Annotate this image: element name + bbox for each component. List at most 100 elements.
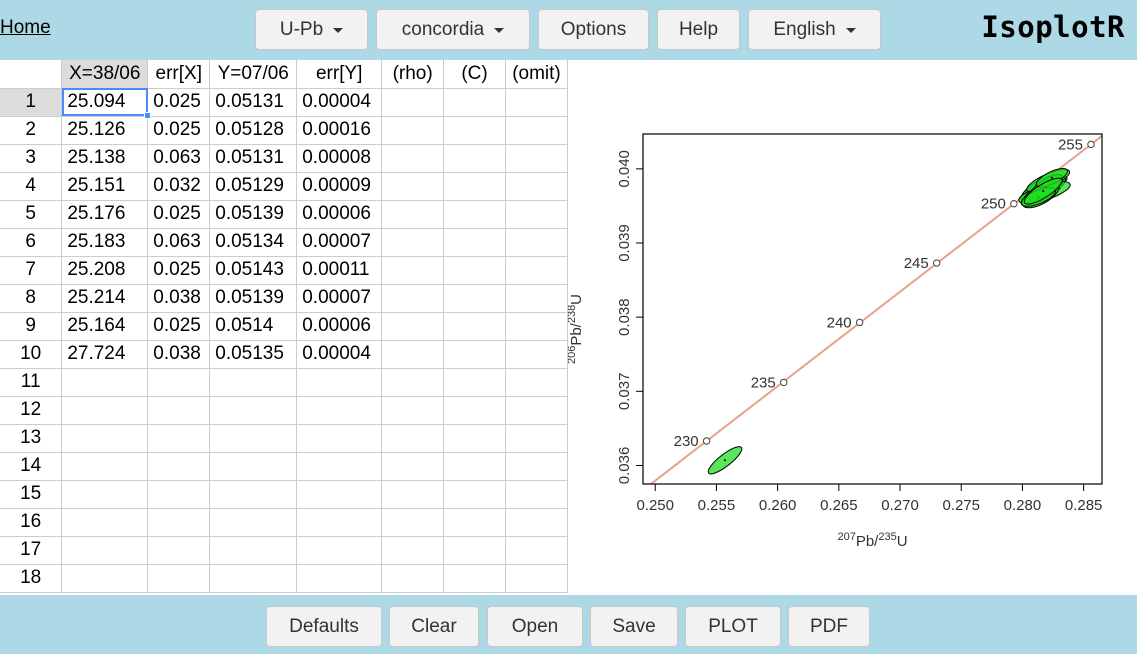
table-cell[interactable] xyxy=(505,368,568,397)
pdf-button[interactable]: PDF xyxy=(788,606,870,647)
table-cell[interactable]: 0.025 xyxy=(147,200,211,229)
table-cell[interactable] xyxy=(443,424,506,453)
table-cell[interactable] xyxy=(443,116,506,145)
row-header[interactable]: 17 xyxy=(0,536,63,565)
column-header[interactable]: err[Y] xyxy=(296,60,383,89)
row-header[interactable]: 10 xyxy=(0,340,63,369)
table-cell[interactable]: 27.724 xyxy=(61,340,149,369)
table-cell[interactable] xyxy=(443,480,506,509)
row-header[interactable]: 1 xyxy=(0,88,63,117)
table-cell[interactable]: 0.00011 xyxy=(296,256,383,285)
table-cell[interactable] xyxy=(296,508,383,537)
table-cell[interactable] xyxy=(381,256,445,285)
table-cell[interactable] xyxy=(147,396,211,425)
table-cell[interactable] xyxy=(505,144,568,173)
table-cell[interactable] xyxy=(381,200,445,229)
table-cell[interactable] xyxy=(296,480,383,509)
table-cell[interactable] xyxy=(147,508,211,537)
row-header[interactable]: 3 xyxy=(0,144,63,173)
table-cell[interactable]: 0.00004 xyxy=(296,340,383,369)
plot-type-menu-button[interactable]: concordia xyxy=(376,9,530,50)
row-header[interactable]: 12 xyxy=(0,396,63,425)
table-cell[interactable]: 0.032 xyxy=(147,172,211,201)
table-cell[interactable]: 0.05131 xyxy=(209,144,298,173)
table-cell[interactable]: 0.038 xyxy=(147,340,211,369)
table-cell[interactable] xyxy=(381,144,445,173)
clear-button[interactable]: Clear xyxy=(389,606,479,647)
table-cell[interactable] xyxy=(209,480,298,509)
data-spreadsheet[interactable]: X=38/06 err[X] Y=07/06 err[Y] (rho) (C) (omit)… xyxy=(0,60,568,595)
table-cell[interactable] xyxy=(209,536,298,565)
table-cell[interactable] xyxy=(381,368,445,397)
table-cell[interactable] xyxy=(147,564,211,593)
table-cell[interactable] xyxy=(505,452,568,481)
table-cell[interactable] xyxy=(505,340,568,369)
row-header[interactable]: 13 xyxy=(0,424,63,453)
table-cell[interactable] xyxy=(505,424,568,453)
table-cell[interactable] xyxy=(505,508,568,537)
table-cell[interactable] xyxy=(147,480,211,509)
table-cell[interactable] xyxy=(381,88,445,117)
row-header[interactable]: 16 xyxy=(0,508,63,537)
table-cell[interactable]: 25.176 xyxy=(61,200,149,229)
table-cell[interactable]: 0.038 xyxy=(147,284,211,313)
table-cell[interactable]: 0.05135 xyxy=(209,340,298,369)
column-header[interactable]: (omit) xyxy=(505,60,568,89)
table-cell[interactable] xyxy=(443,284,506,313)
table-cell[interactable] xyxy=(505,88,568,117)
table-cell[interactable] xyxy=(296,368,383,397)
language-menu-button[interactable]: English xyxy=(748,9,881,50)
table-cell[interactable] xyxy=(443,200,506,229)
table-cell[interactable] xyxy=(147,536,211,565)
table-cell[interactable] xyxy=(505,536,568,565)
table-cell[interactable] xyxy=(443,172,506,201)
table-cell[interactable] xyxy=(61,368,149,397)
table-cell[interactable] xyxy=(505,172,568,201)
row-header[interactable]: 5 xyxy=(0,200,63,229)
row-header[interactable]: 7 xyxy=(0,256,63,285)
row-header[interactable]: 6 xyxy=(0,228,63,257)
column-header[interactable]: (C) xyxy=(443,60,506,89)
column-header[interactable]: X=38/06 xyxy=(61,60,149,89)
table-cell[interactable]: 0.00006 xyxy=(296,312,383,341)
table-cell[interactable]: 0.00016 xyxy=(296,116,383,145)
row-header[interactable]: 18 xyxy=(0,564,63,593)
table-cell[interactable] xyxy=(505,284,568,313)
table-cell[interactable]: 0.00007 xyxy=(296,284,383,313)
table-cell[interactable] xyxy=(61,452,149,481)
table-cell[interactable]: 25.208 xyxy=(61,256,149,285)
table-cell[interactable] xyxy=(443,368,506,397)
table-cell[interactable] xyxy=(381,116,445,145)
table-cell[interactable]: 25.126 xyxy=(61,116,149,145)
table-cell[interactable]: 0.00004 xyxy=(296,88,383,117)
table-cell[interactable] xyxy=(61,396,149,425)
table-cell[interactable] xyxy=(296,424,383,453)
table-cell[interactable]: 0.05139 xyxy=(209,200,298,229)
table-cell[interactable] xyxy=(381,480,445,509)
open-button[interactable]: Open xyxy=(487,606,583,647)
table-cell[interactable] xyxy=(147,368,211,397)
defaults-button[interactable]: Defaults xyxy=(266,606,382,647)
table-cell[interactable] xyxy=(443,452,506,481)
table-cell[interactable] xyxy=(381,424,445,453)
row-header[interactable]: 9 xyxy=(0,312,63,341)
row-header[interactable]: 15 xyxy=(0,480,63,509)
table-cell[interactable]: 0.00007 xyxy=(296,228,383,257)
table-cell[interactable] xyxy=(61,564,149,593)
table-cell[interactable] xyxy=(209,396,298,425)
table-cell[interactable] xyxy=(61,424,149,453)
table-cell[interactable] xyxy=(381,340,445,369)
table-cell[interactable] xyxy=(381,312,445,341)
row-header[interactable]: 4 xyxy=(0,172,63,201)
table-cell[interactable]: 0.00006 xyxy=(296,200,383,229)
row-header[interactable]: 11 xyxy=(0,368,63,397)
table-cell[interactable] xyxy=(443,144,506,173)
table-cell[interactable] xyxy=(381,284,445,313)
table-cell[interactable] xyxy=(147,452,211,481)
table-cell[interactable] xyxy=(381,172,445,201)
table-cell[interactable] xyxy=(443,228,506,257)
table-cell[interactable]: 0.00009 xyxy=(296,172,383,201)
row-header[interactable]: 8 xyxy=(0,284,63,313)
table-cell[interactable]: 25.151 xyxy=(61,172,149,201)
table-cell[interactable] xyxy=(381,536,445,565)
